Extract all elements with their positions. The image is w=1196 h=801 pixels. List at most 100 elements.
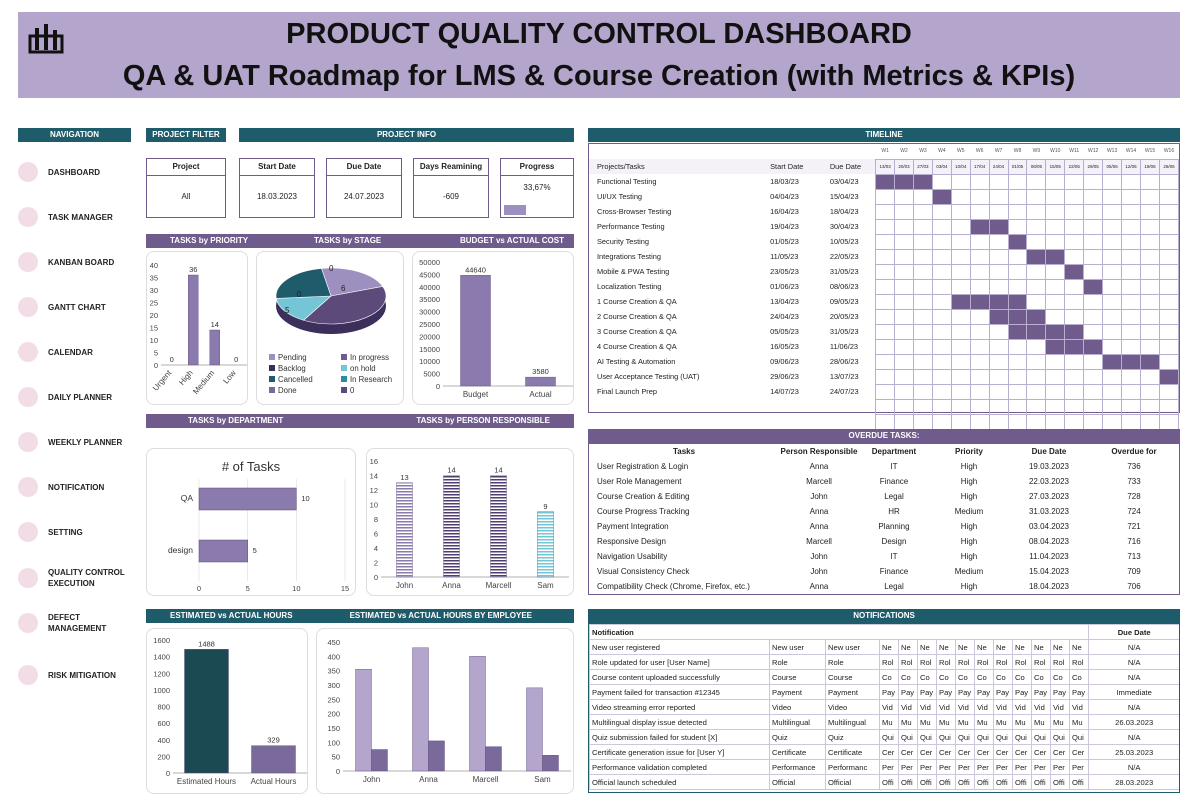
- sidebar-item-quality-control-execution[interactable]: QUALITY CONTROL EXECUTION: [18, 563, 133, 593]
- gantt-cell: [950, 323, 971, 340]
- notification-text: New user registered: [589, 639, 770, 655]
- sidebar-item-notification[interactable]: NOTIFICATION: [18, 472, 133, 502]
- notification-abbr: Cer: [879, 744, 899, 760]
- y-tick-label: 25: [150, 299, 158, 308]
- gantt-cell: [950, 413, 971, 430]
- gantt-cell: [1045, 353, 1066, 370]
- gantt-cell: [1158, 278, 1180, 295]
- notification-type: Payment: [825, 684, 880, 700]
- notification-text: Quiz submission failed for student [X]: [589, 729, 770, 745]
- table-row: Payment failed for transaction #12345 Pay…: [589, 684, 1179, 700]
- sidebar-item-setting[interactable]: SETTING: [18, 517, 133, 547]
- sidebar-item-risk-mitigation[interactable]: RISK MITIGATION: [18, 660, 133, 690]
- gantt-bar-cell: [1121, 353, 1141, 370]
- gantt-cell: [931, 398, 952, 415]
- sidebar-item-gantt-chart[interactable]: GANTT CHART: [18, 292, 133, 322]
- gantt-cell: [894, 368, 914, 385]
- gantt-cell: [1045, 413, 1066, 430]
- week-date: 26/06: [1158, 158, 1180, 175]
- bar: [525, 376, 556, 387]
- overdue-cell: Course Creation & Editing: [597, 492, 690, 501]
- gantt-cell: [1102, 368, 1123, 385]
- sidebar-item-dashboard[interactable]: DASHBOARD: [18, 157, 133, 187]
- notification-abbr: Rol: [1012, 654, 1032, 670]
- project-filter-card[interactable]: Project All: [146, 158, 226, 218]
- days-remaining-card: Days Reamining -609: [413, 158, 489, 218]
- gantt-cell: [950, 398, 971, 415]
- notification-abbr: Ne: [974, 639, 994, 655]
- gantt-cell: [1102, 233, 1123, 250]
- notification-abbr: Pay: [1068, 684, 1090, 700]
- timeline-due: 28/06/23: [829, 357, 859, 366]
- due-date-value: 24.07.2023: [343, 192, 385, 201]
- overdue-cell: Course Progress Tracking: [597, 507, 690, 516]
- overdue-cell: Marcell: [806, 537, 832, 546]
- sidebar-item-weekly-planner[interactable]: WEEKLY PLANNER: [18, 427, 133, 457]
- daily-planner-icon: [18, 387, 38, 407]
- risk-icon: [18, 665, 38, 685]
- timeline-spacer: [589, 414, 876, 429]
- sidebar-item-task-manager[interactable]: TASK MANAGER: [18, 202, 133, 232]
- gantt-cell: [1026, 368, 1047, 385]
- notification-abbr: Rol: [936, 654, 956, 670]
- table-row: Quiz submission failed for student [X] Qu…: [589, 729, 1179, 745]
- gantt-cell: [1007, 383, 1028, 400]
- timeline-due: 31/05/23: [829, 327, 859, 336]
- table-row: Course content uploaded successfully Cour…: [589, 669, 1179, 685]
- legend-label: on hold: [350, 364, 376, 373]
- sidebar-item-calendar[interactable]: CALENDAR: [18, 337, 133, 367]
- gantt-cell: [931, 173, 952, 190]
- est-employee-chart: 0 50 100 150 200 250 300 350 400 450 John Anna Marce…: [327, 638, 571, 784]
- gantt-cell: [875, 308, 896, 325]
- notification-icon: [18, 477, 38, 497]
- notification-type: Official: [825, 774, 880, 790]
- gantt-cell: [1121, 323, 1141, 340]
- gantt-cell: [1045, 278, 1066, 295]
- notification-abbr: Per: [974, 759, 994, 775]
- sidebar-item-defect-management[interactable]: DEFECT MANAGEMENT: [18, 608, 133, 638]
- bar: [428, 740, 445, 772]
- gantt-cell: [1121, 398, 1141, 415]
- gantt-bar-cell: [1007, 308, 1028, 325]
- notification-due: N/A: [1088, 699, 1179, 715]
- timeline-row: Integrations Testing 11/05/23 22/05/23: [589, 248, 1180, 265]
- notification-abbr: Co: [955, 669, 975, 685]
- timeline-task: Mobile & PWA Testing: [597, 267, 670, 276]
- department-chart: # of Tasks 0 5 10 15 QA 10 design 5: [168, 459, 349, 593]
- y-tick-label: 2: [374, 559, 378, 568]
- gantt-cell: [875, 413, 896, 430]
- sidebar-item-daily-planner[interactable]: DAILY PLANNER: [18, 382, 133, 412]
- legend-label: Done: [278, 386, 297, 395]
- project-filter-select[interactable]: All: [181, 192, 191, 201]
- gantt-cell: [875, 323, 896, 340]
- timeline-start: 01/06/23: [770, 282, 799, 291]
- table-row: Course Progress Tracking Anna HR Medium 31.0…: [589, 504, 1179, 519]
- gantt-cell: [1045, 188, 1066, 205]
- notification-text: Payment failed for transaction #12345: [589, 684, 770, 700]
- est-actual-chart: 0 200 400 600 800 1000 1200 1400 1600 1488 329 Esti…: [153, 636, 307, 786]
- gantt-cell: [931, 293, 952, 310]
- sidebar-item-label: CALENDAR: [48, 347, 93, 357]
- notification-abbr: Vid: [917, 699, 937, 715]
- notification-due: N/A: [1088, 669, 1179, 685]
- chart-title: # of Tasks: [222, 459, 281, 474]
- y-tick-label: 450: [327, 638, 340, 647]
- table-row: User Role Management Marcell Finance High 22…: [589, 474, 1179, 489]
- table-row: Compatibility Check (Chrome, Firefox, et…: [589, 579, 1179, 594]
- gantt-cell: [1158, 293, 1180, 310]
- gantt-cell: [969, 173, 990, 190]
- gantt-cell: [1026, 293, 1047, 310]
- gantt-cell: [969, 263, 990, 280]
- start-date-value: 18.03.2023: [256, 192, 298, 201]
- gantt-cell: [1140, 248, 1160, 265]
- bar: [198, 539, 248, 563]
- gantt-cell: [1083, 173, 1104, 190]
- notification-abbr: Cer: [974, 744, 994, 760]
- notification-abbr: Cer: [993, 744, 1013, 760]
- gantt-cell: [969, 368, 990, 385]
- x-tick-label: Anna: [419, 775, 438, 784]
- gantt-cell: [1045, 218, 1066, 235]
- notification-type: Course: [825, 669, 880, 685]
- x-tick-label: Actual Hours: [251, 777, 297, 786]
- sidebar-item-kanban-board[interactable]: KANBAN BOARD: [18, 247, 133, 277]
